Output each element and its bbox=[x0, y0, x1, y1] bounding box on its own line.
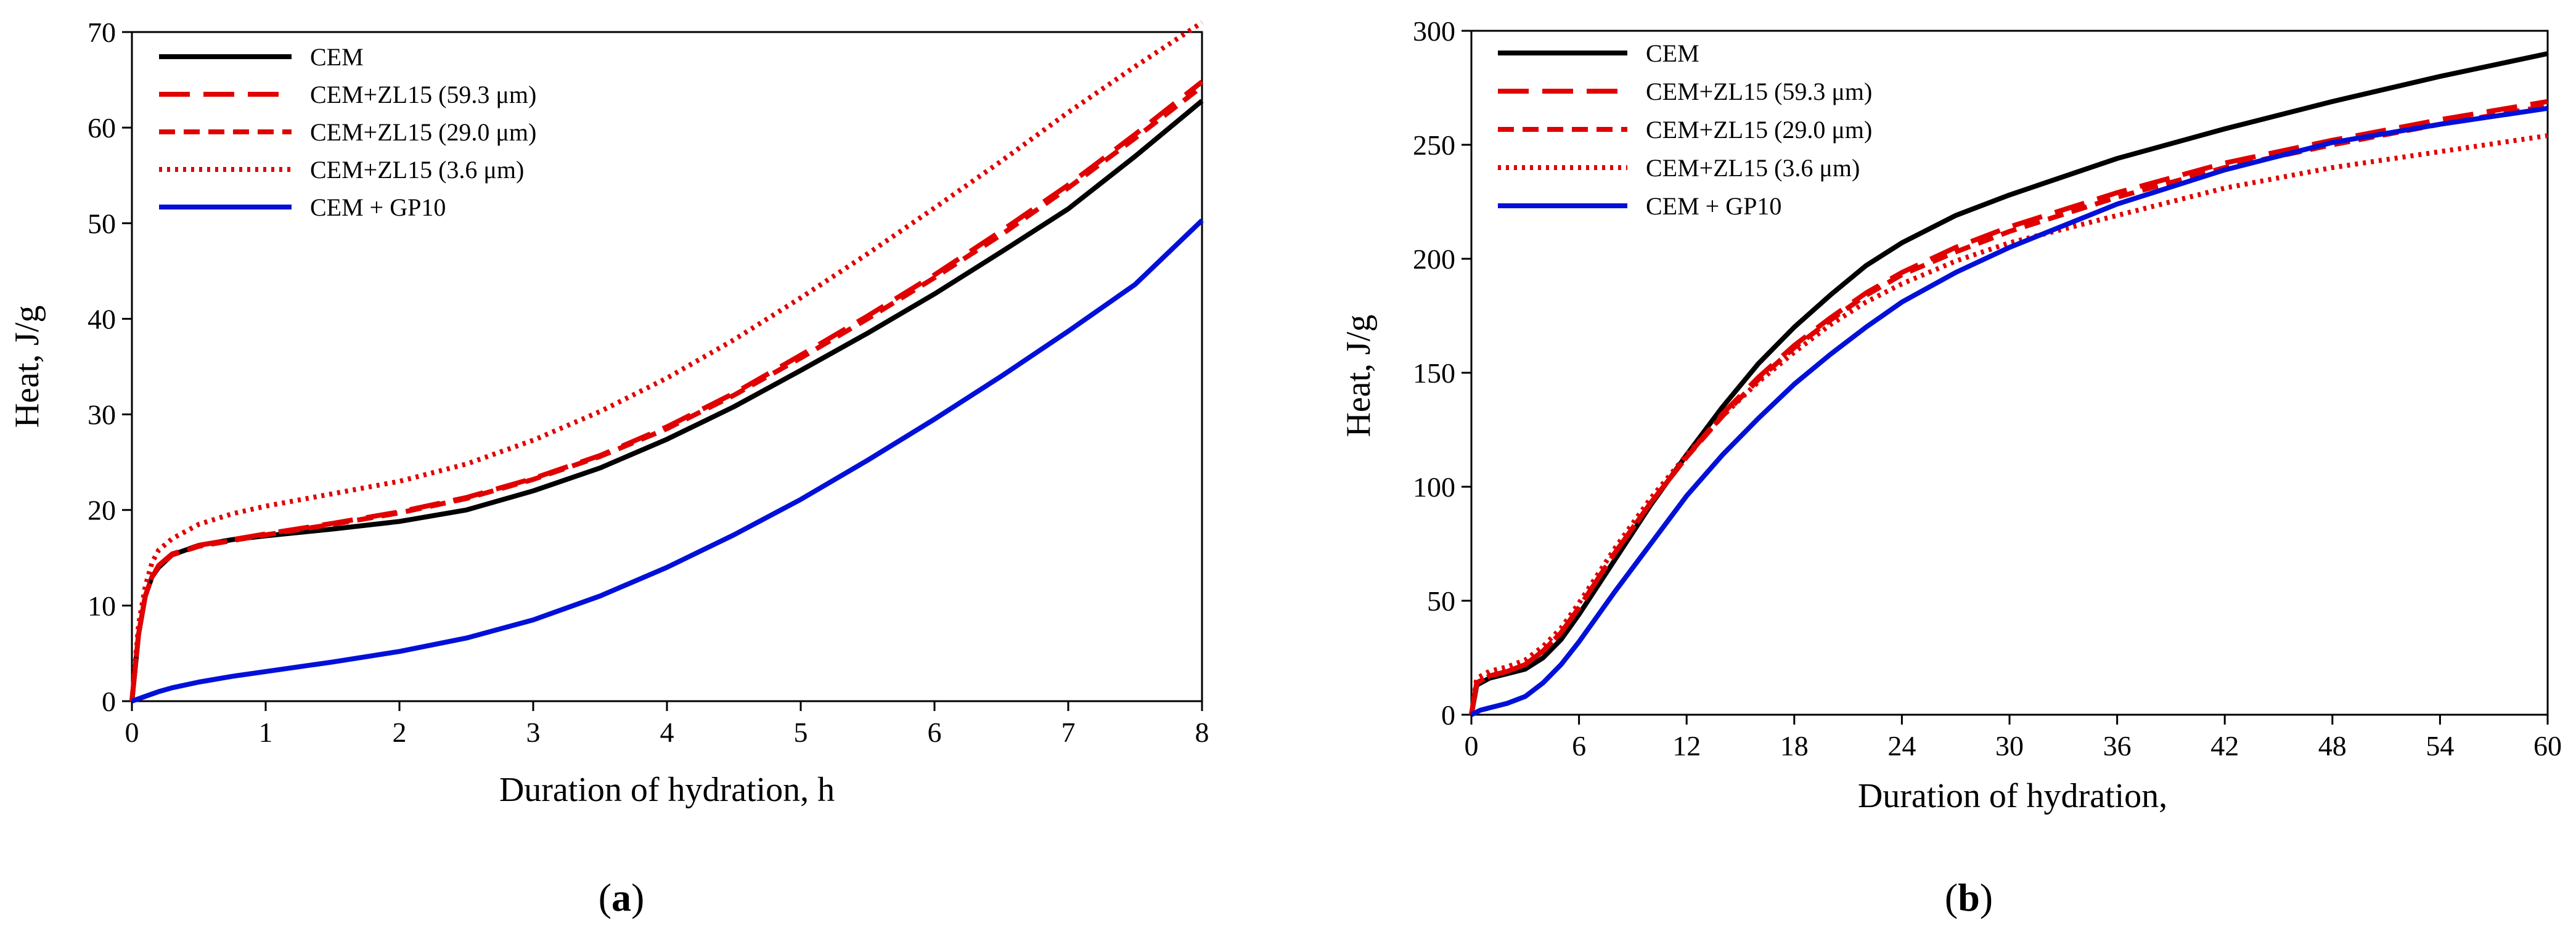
legend-label-a-cem-gp10: CEM + GP10 bbox=[310, 193, 446, 221]
x-tick-label-a-5: 5 bbox=[794, 717, 808, 748]
series-line-b-cem-zl15-3-6-m bbox=[1469, 133, 2548, 715]
panel-letter-b: b bbox=[1958, 876, 1980, 919]
y-tick-label-a-0: 0 bbox=[102, 686, 116, 717]
y-tick-label-a-20: 20 bbox=[88, 495, 116, 526]
y-tick-label-a-40: 40 bbox=[88, 303, 116, 335]
series-line-b-cem-zl15-29-0-m bbox=[1469, 104, 2548, 715]
legend-label-a-cem-zl15-29-0-m: CEM+ZL15 (29.0 μm) bbox=[310, 118, 536, 146]
y-tick-label-b-50: 50 bbox=[1427, 585, 1455, 617]
x-tick-label-b-30: 30 bbox=[1995, 730, 2024, 762]
x-tick-label-a-1: 1 bbox=[259, 717, 273, 748]
series-line-a-cem bbox=[129, 99, 1204, 702]
legend-label-a-cem-zl15-3-6-m: CEM+ZL15 (3.6 μm) bbox=[310, 156, 524, 184]
x-axis-title-a: Duration of hydration, h bbox=[499, 771, 835, 809]
legend-label-a-cem: CEM bbox=[310, 43, 364, 71]
y-tick-label-b-300: 300 bbox=[1413, 15, 1455, 47]
series-lines-b bbox=[1469, 51, 2548, 717]
y-tick-label-a-60: 60 bbox=[88, 112, 116, 144]
legend-a: CEM CEM+ZL15 (59.3 μm) CEM+ZL15 (29.0 μm) C… bbox=[159, 43, 536, 221]
y-tick-label-b-200: 200 bbox=[1413, 243, 1455, 275]
y-tick-label-a-10: 10 bbox=[88, 590, 116, 622]
x-tick-label-b-12: 12 bbox=[1672, 730, 1701, 762]
x-tick-label-b-42: 42 bbox=[2210, 730, 2239, 762]
y-axis-title-b: Heat, J/g bbox=[1339, 314, 1378, 437]
panel-label-b: (b) bbox=[1945, 876, 1993, 919]
x-tick-label-a-2: 2 bbox=[393, 717, 407, 748]
x-tick-label-a-0: 0 bbox=[125, 717, 139, 748]
chart-panel-b: 0 6 12 18 24 30 36 42 48 54 60 0 50 100 150 200 250 300 C… bbox=[1339, 15, 2562, 919]
y-tick-label-b-150: 150 bbox=[1413, 357, 1455, 389]
x-tick-label-b-24: 24 bbox=[1887, 730, 1916, 762]
x-tick-label-a-6: 6 bbox=[928, 717, 942, 748]
series-line-a-cem-zl15-3-6-m bbox=[129, 20, 1204, 702]
x-tick-label-b-36: 36 bbox=[2103, 730, 2132, 762]
y-axis-title-a: Heat, J/g bbox=[8, 305, 46, 428]
panel-letter-a: a bbox=[611, 876, 631, 919]
legend-label-b-cem-zl15-3-6-m: CEM+ZL15 (3.6 μm) bbox=[1646, 154, 1860, 182]
x-tick-label-b-60: 60 bbox=[2533, 730, 2562, 762]
legend-label-b-cem-zl15-29-0-m: CEM+ZL15 (29.0 μm) bbox=[1646, 116, 1872, 144]
x-tick-label-b-48: 48 bbox=[2318, 730, 2347, 762]
axes-b: 0 6 12 18 24 30 36 42 48 54 60 0 50 100 150 200 250 300 bbox=[1413, 15, 2562, 762]
x-tick-label-a-8: 8 bbox=[1195, 717, 1209, 748]
series-line-a-cem-zl15-29-0-m bbox=[129, 84, 1204, 702]
x-tick-label-a-3: 3 bbox=[526, 717, 541, 748]
plot-frame-a bbox=[131, 31, 1203, 702]
x-tick-label-a-7: 7 bbox=[1061, 717, 1076, 748]
x-tick-label-b-6: 6 bbox=[1572, 730, 1586, 762]
axes-a: 0 1 2 3 4 5 6 7 8 0 10 20 30 40 50 60 70 bbox=[88, 17, 1209, 748]
series-lines-a bbox=[129, 20, 1204, 704]
x-tick-label-b-0: 0 bbox=[1465, 730, 1479, 762]
y-tick-label-a-50: 50 bbox=[88, 208, 116, 239]
legend-b: CEM CEM+ZL15 (59.3 μm) CEM+ZL15 (29.0 μm) C… bbox=[1498, 39, 1872, 220]
y-tick-label-a-70: 70 bbox=[88, 17, 116, 48]
y-tick-label-b-0: 0 bbox=[1441, 699, 1455, 731]
x-tick-label-a-4: 4 bbox=[660, 717, 674, 748]
series-line-a-cem-zl15-59-3-m bbox=[129, 79, 1204, 702]
legend-label-b-cem-gp10: CEM + GP10 bbox=[1646, 192, 1781, 220]
y-tick-label-b-100: 100 bbox=[1413, 471, 1455, 503]
y-tick-label-b-250: 250 bbox=[1413, 129, 1455, 161]
series-line-b-cem-gp10 bbox=[1470, 105, 2548, 717]
series-line-a-cem-gp10 bbox=[131, 218, 1204, 704]
x-tick-label-b-54: 54 bbox=[2426, 730, 2454, 762]
y-tick-label-a-30: 30 bbox=[88, 399, 116, 431]
x-tick-label-b-18: 18 bbox=[1780, 730, 1809, 762]
legend-label-b-cem-zl15-59-3-m: CEM+ZL15 (59.3 μm) bbox=[1646, 78, 1872, 105]
panel-label-a: (a) bbox=[599, 876, 645, 919]
series-line-b-cem bbox=[1469, 51, 2548, 715]
legend-label-a-cem-zl15-59-3-m: CEM+ZL15 (59.3 μm) bbox=[310, 81, 536, 108]
x-axis-title-b: Duration of hydration, bbox=[1858, 777, 2167, 815]
legend-label-b-cem: CEM bbox=[1646, 39, 1699, 67]
chart-panel-a: 0 1 2 3 4 5 6 7 8 0 10 20 30 40 50 60 70 CEM CEM+ZL15 (59… bbox=[8, 17, 1209, 919]
